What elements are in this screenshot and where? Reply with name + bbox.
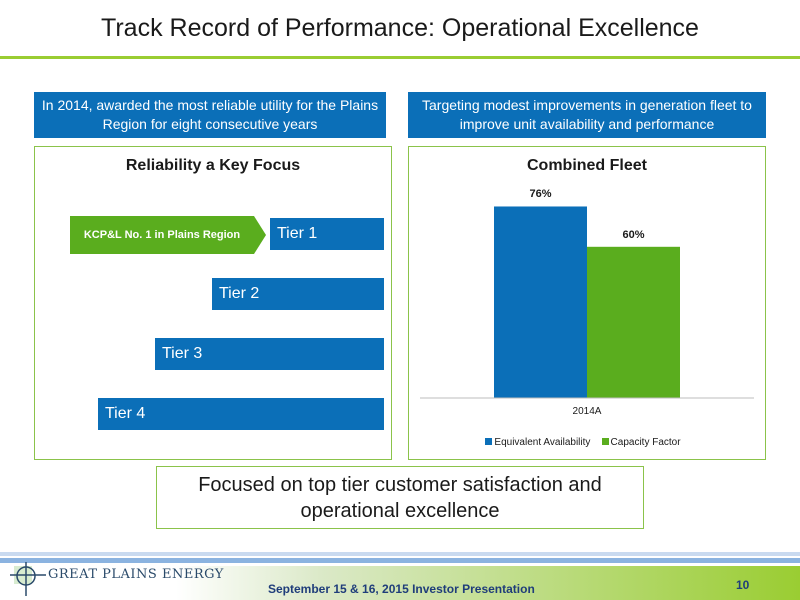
page-number: 10 xyxy=(736,578,750,592)
tier-3-bar: Tier 3 xyxy=(155,338,384,370)
legend-swatch xyxy=(601,438,609,445)
legend-item: Capacity Factor xyxy=(601,437,681,448)
logo-icon xyxy=(10,562,46,596)
footer-stripe xyxy=(0,552,800,556)
company-logo-text: GREAT PLAINS ENERGY xyxy=(48,567,224,582)
left-banner: In 2014, awarded the most reliable utili… xyxy=(34,92,386,138)
bar-data-label: 60% xyxy=(622,228,645,241)
title-divider xyxy=(0,56,800,59)
tier-1-bar: Tier 1 xyxy=(270,218,384,250)
legend-label: Capacity Factor xyxy=(610,437,681,448)
legend-item: Equivalent Availability xyxy=(485,437,590,448)
x-tick-label: 2014A xyxy=(573,406,602,417)
footer-band xyxy=(0,566,800,600)
bar-capacity-factor xyxy=(587,246,680,398)
tier-4-bar: Tier 4 xyxy=(98,398,384,430)
combined-fleet-chart: 2014A xyxy=(420,206,754,417)
key-message-callout: Focused on top tier customer satisfactio… xyxy=(156,466,644,529)
ranking-arrow-label: KCP&L No. 1 in Plains Region xyxy=(83,229,241,241)
chart-title: Combined Fleet xyxy=(526,157,647,174)
legend-label: Equivalent Availability xyxy=(494,437,591,448)
slide-title: Track Record of Performance: Operational… xyxy=(101,14,699,42)
tier-2-bar: Tier 2 xyxy=(212,278,384,310)
right-banner: Targeting modest improvements in generat… xyxy=(408,92,766,138)
legend-swatch xyxy=(485,438,493,445)
footer-stripe xyxy=(0,558,800,563)
footer-caption: September 15 & 16, 2015 Investor Present… xyxy=(268,582,535,596)
bar-data-label: 76% xyxy=(529,188,552,201)
ranking-arrow xyxy=(70,216,266,254)
reliability-title: Reliability a Key Focus xyxy=(125,157,301,174)
bar-equivalent-availability xyxy=(494,206,587,398)
chart-legend: Equivalent Availability Capacity Factor xyxy=(408,437,758,448)
